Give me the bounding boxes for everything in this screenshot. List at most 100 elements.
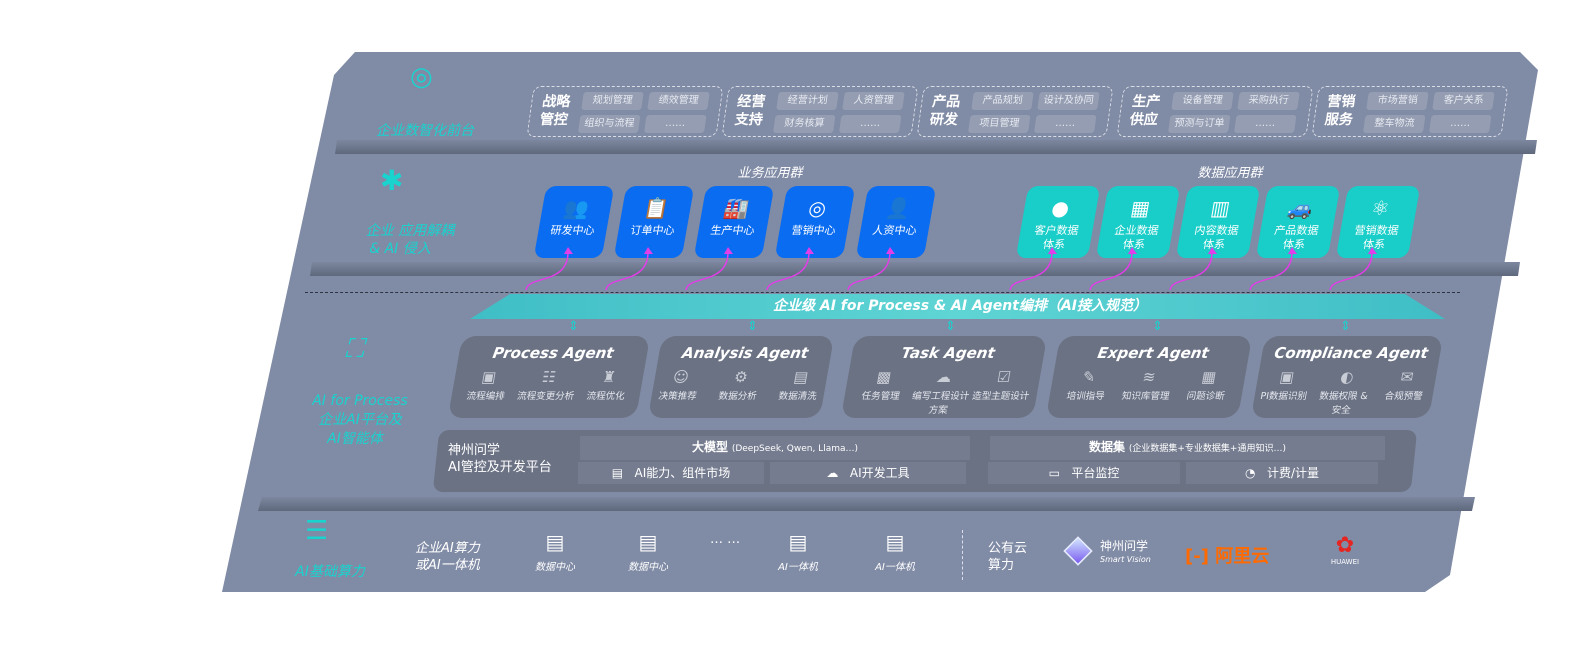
llm-note: (DeepSeek, Qwen, Llama…) (731, 444, 859, 454)
agent-name: Process Agent (491, 344, 616, 362)
connector-arrow (1009, 251, 1053, 291)
orchestration-banner (470, 294, 1445, 319)
agent-capability[interactable]: ✎ 培训指导 (1055, 368, 1121, 402)
agent-capability[interactable]: ⚙ 数据分析 (707, 368, 773, 402)
capability-label: 培训指导 (1065, 391, 1106, 402)
dashed-divider (305, 292, 1460, 293)
connector-arrow (1169, 251, 1213, 291)
agent-capability[interactable]: ▣ PI数据识别 (1253, 368, 1319, 402)
server-icon: ▤ (638, 530, 658, 554)
capability-icon: ☷ (540, 368, 558, 386)
smart-vision-text: 神州问学 Smart Vision (1100, 540, 1151, 566)
agent-card[interactable]: Task Agent ▩ 任务管理 ☁ 编写工程设计方案 ☑ 造型主题设计 (840, 336, 1048, 418)
dataset-note: (企业数据集+专业数据集+通用知识…) (1128, 444, 1286, 454)
brain-icon: ◎ (410, 62, 433, 92)
agent-capability[interactable]: ▤ 数据清洗 (767, 368, 833, 402)
agent-card[interactable]: Process Agent ▣ 流程编排 ☷ 流程变更分析 ♜ 流程优化 (447, 336, 651, 418)
connector-arrow (525, 251, 569, 291)
double-arrow-icon: ⇕ (1152, 319, 1163, 334)
local-compute-1: 企业AI算力 (415, 541, 480, 556)
banner-text: 企业级 AI for Process & AI Agent编排（AI接入规范） (772, 298, 1148, 314)
capability-label: 合规预警 (1383, 391, 1424, 402)
connector-arrow (605, 251, 649, 291)
huawei-logo: ✿ HUAWEI (1325, 533, 1365, 567)
server-label: 数据中心 (628, 562, 668, 573)
aliyun-text: 阿里云 (1215, 546, 1270, 567)
layer-divider (258, 497, 1475, 511)
arrow-head (1048, 247, 1057, 254)
connector-arrow (766, 251, 810, 291)
agent-capability[interactable]: ▣ 流程编排 (455, 368, 521, 402)
capability-icon: ✉ (1399, 368, 1415, 386)
agent-capability[interactable]: ♜ 流程优化 (575, 368, 641, 402)
local-compute-label: 企业AI算力 或AI一体机 (415, 540, 480, 574)
market-button[interactable]: ▤ AI能力、组件市场 (578, 462, 764, 484)
capability-label: 任务管理 (860, 391, 901, 402)
face-scan-icon: ⛶ (345, 334, 364, 364)
agent-capability[interactable]: ▩ 任务管理 (850, 368, 916, 402)
arrow-head (1208, 247, 1217, 254)
capability-label: 造型主题设计 (971, 391, 1031, 402)
capability-icon: ⚙ (732, 368, 750, 386)
arrow-head (886, 247, 895, 254)
huawei-text: HUAWEI (1330, 558, 1360, 566)
agent-card[interactable]: Analysis Agent ☺ 决策推荐 ⚙ 数据分析 ▤ 数据清洗 (647, 336, 835, 418)
agent-capability[interactable]: ☺ 决策推荐 (647, 368, 713, 402)
billing-button[interactable]: ◔ 计费/计量 (1186, 462, 1378, 484)
molecule-icon: ✱ (380, 164, 404, 197)
capability-icon: ☑ (995, 368, 1013, 386)
agent-name: Task Agent (900, 344, 997, 362)
capability-icon: ☁ (934, 368, 954, 386)
server-icon: ▤ (885, 530, 905, 554)
server: ▤ 数据中心 (525, 530, 585, 573)
server-label: 数据中心 (535, 562, 575, 573)
agent-capability[interactable]: ◐ 数据权限 & 安全 (1310, 368, 1378, 416)
apps-label-1: 企业 应用解耦 (365, 223, 455, 239)
capability-label: 决策推荐 (657, 391, 698, 402)
ai-label-1: AI for Process (312, 393, 408, 409)
monitor-label: 平台监控 (1071, 466, 1120, 480)
monitor-button[interactable]: ▭ 平台监控 (988, 462, 1180, 484)
agent-name: Analysis Agent (680, 344, 810, 362)
arrow-head (805, 247, 814, 254)
devtools-button[interactable]: ☁ AI开发工具 (770, 462, 966, 484)
agent-capability[interactable]: ☁ 编写工程设计方案 (907, 368, 975, 416)
agent-capability[interactable]: ✉ 合规预警 (1373, 368, 1439, 402)
capability-label: 问题诊断 (1185, 391, 1226, 402)
agent-capability[interactable]: ☑ 造型主题设计 (970, 368, 1036, 402)
agent-card[interactable]: Compliance Agent ▣ PI数据识别 ◐ 数据权限 & 安全 ✉ 合规预警 (1250, 336, 1444, 418)
ai-label-3: AI智能体 (327, 431, 383, 447)
platform-title: 神州问学 AI管控及开发平台 (448, 442, 552, 476)
capability-label: PI数据识别 (1259, 391, 1308, 402)
llm-label: 大模型 (691, 440, 728, 454)
apps-label-2: & AI 侵入 (369, 241, 431, 257)
capability-icon: ▣ (1278, 368, 1296, 386)
aliyun-logo: [-] 阿里云 (1185, 546, 1270, 567)
capability-label: 流程编排 (465, 391, 506, 402)
cloud-divider (962, 530, 963, 580)
arrow-head (1128, 247, 1137, 254)
capability-icon: ♜ (600, 368, 618, 386)
agent-capability[interactable]: ▦ 问题诊断 (1175, 368, 1241, 402)
devtools-label: AI开发工具 (849, 466, 910, 480)
huawei-petal-icon: ✿ (1335, 533, 1355, 558)
smart-vision-en: Smart Vision (1100, 555, 1151, 564)
capability-icon: ◐ (1338, 368, 1356, 386)
market-icon: ▤ (611, 466, 627, 480)
database-icon: ☰ (305, 516, 329, 546)
agent-card[interactable]: Expert Agent ✎ 培训指导 ≋ 知识库管理 ▦ 问题诊断 (1045, 336, 1253, 418)
server-icon: ▤ (788, 530, 808, 554)
gauge-icon: ◔ (1245, 466, 1260, 480)
dataset-box: 数据集 (企业数据集+专业数据集+通用知识…) (990, 436, 1385, 460)
double-arrow-icon: ⇕ (747, 319, 758, 334)
capability-label: 数据分析 (717, 391, 758, 402)
capability-icon: ✎ (1081, 368, 1097, 386)
agent-capability[interactable]: ≋ 知识库管理 (1115, 368, 1181, 402)
front-label: 企业数智化前台 (376, 123, 474, 139)
agent-capability[interactable]: ☷ 流程变更分析 (515, 368, 581, 402)
capability-label: 数据清洗 (777, 391, 818, 402)
agent-name: Expert Agent (1096, 344, 1211, 362)
capability-label: 编写工程设计方案 (911, 391, 971, 416)
compute-label: AI基础算力 (295, 564, 365, 580)
